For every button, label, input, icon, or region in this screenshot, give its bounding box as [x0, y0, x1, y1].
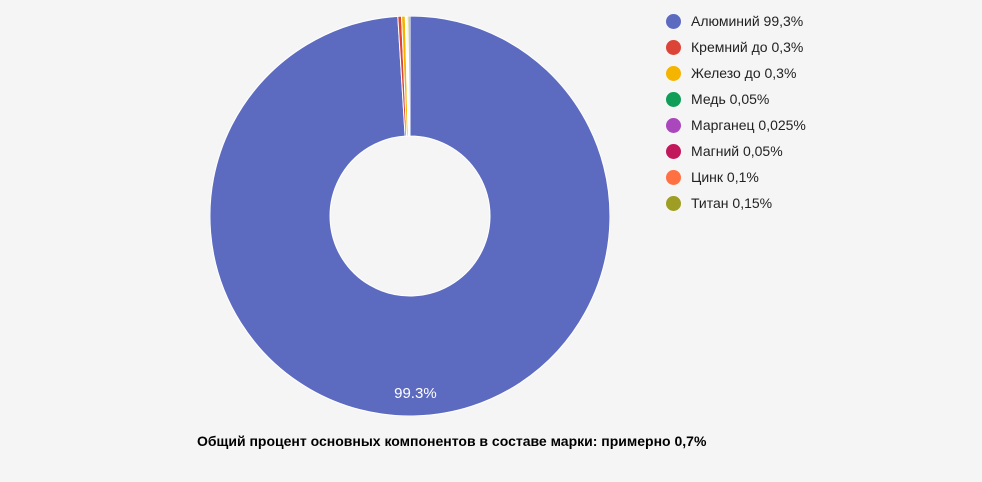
slice-percentage-label: 99.3% [394, 385, 437, 402]
legend-item-label: Алюминий 99,3% [691, 13, 804, 29]
legend-item-label: Магний 0,05% [691, 143, 783, 159]
legend-item-label: Цинк 0,1% [691, 169, 759, 185]
legend-swatch-icon [666, 143, 681, 159]
chart-caption: Общий процент основных компонентов в сос… [197, 433, 707, 449]
legend-item-6[interactable]: Магний 0,05% [666, 138, 806, 164]
pie-slice-1[interactable] [210, 16, 610, 416]
legend-swatch-icon [666, 91, 681, 107]
legend-item-2[interactable]: Кремний до 0,3% [666, 34, 806, 60]
legend-item-label: Железо до 0,3% [691, 65, 797, 81]
legend-item-1[interactable]: Алюминий 99,3% [666, 8, 806, 34]
legend-swatch-icon [666, 13, 681, 29]
legend-item-5[interactable]: Марганец 0,025% [666, 112, 806, 138]
legend-swatch-icon [666, 117, 681, 133]
legend-swatch-icon [666, 65, 681, 81]
legend-item-4[interactable]: Медь 0,05% [666, 86, 806, 112]
legend: Алюминий 99,3% Кремний до 0,3% Железо до 0… [666, 8, 806, 216]
legend-item-label: Медь 0,05% [691, 91, 770, 107]
legend-item-label: Марганец 0,025% [691, 117, 806, 133]
legend-item-8[interactable]: Титан 0,15% [666, 190, 806, 216]
donut-chart: 99.3% [210, 16, 610, 416]
legend-item-7[interactable]: Цинк 0,1% [666, 164, 806, 190]
legend-item-label: Титан 0,15% [691, 195, 773, 211]
legend-swatch-icon [666, 195, 681, 211]
legend-swatch-icon [666, 39, 681, 55]
pie-slice-8[interactable] [407, 16, 411, 137]
legend-item-label: Кремний до 0,3% [691, 39, 804, 55]
legend-item-3[interactable]: Железо до 0,3% [666, 60, 806, 86]
legend-swatch-icon [666, 169, 681, 185]
